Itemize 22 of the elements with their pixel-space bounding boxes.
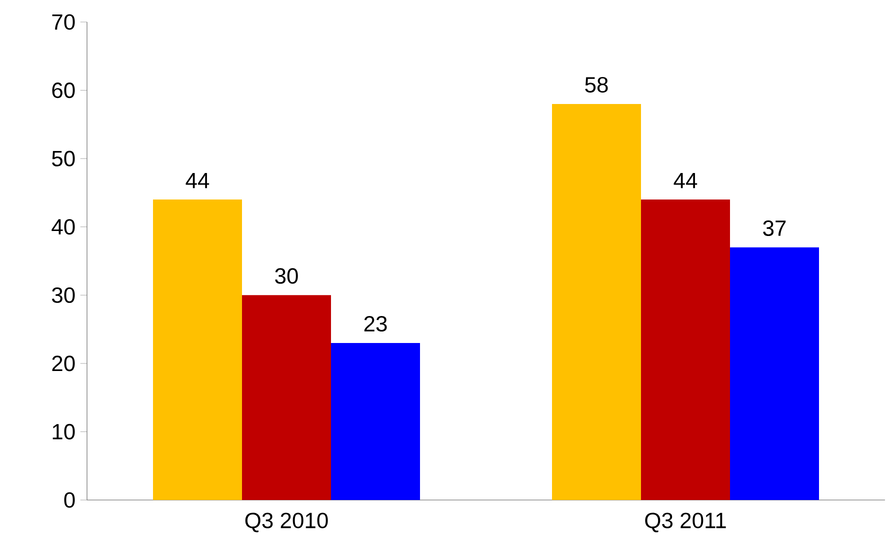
y-tick-label: 0 xyxy=(64,492,75,508)
data-label: 23 xyxy=(364,316,387,332)
y-tick-label: 10 xyxy=(52,424,75,440)
y-tick-label: 40 xyxy=(52,219,75,235)
y-tick-label: 70 xyxy=(52,14,75,30)
data-label: 37 xyxy=(763,220,786,236)
y-tick-label: 20 xyxy=(52,356,75,372)
bar xyxy=(552,104,642,500)
data-label: 44 xyxy=(674,173,698,188)
data-label: 58 xyxy=(585,76,608,93)
bar xyxy=(153,200,242,500)
bar xyxy=(331,342,420,500)
x-tick-label: Q3 2010 xyxy=(245,512,328,532)
bar xyxy=(242,295,331,500)
data-label: 44 xyxy=(186,173,210,188)
y-tick-label: 60 xyxy=(52,82,75,98)
bar xyxy=(730,247,820,500)
bar xyxy=(641,200,730,500)
y-tick-label: 30 xyxy=(52,287,75,303)
data-label: 30 xyxy=(275,268,298,284)
x-tick-label: Q3 2011 xyxy=(645,512,726,532)
y-tick-label: 50 xyxy=(52,150,75,166)
